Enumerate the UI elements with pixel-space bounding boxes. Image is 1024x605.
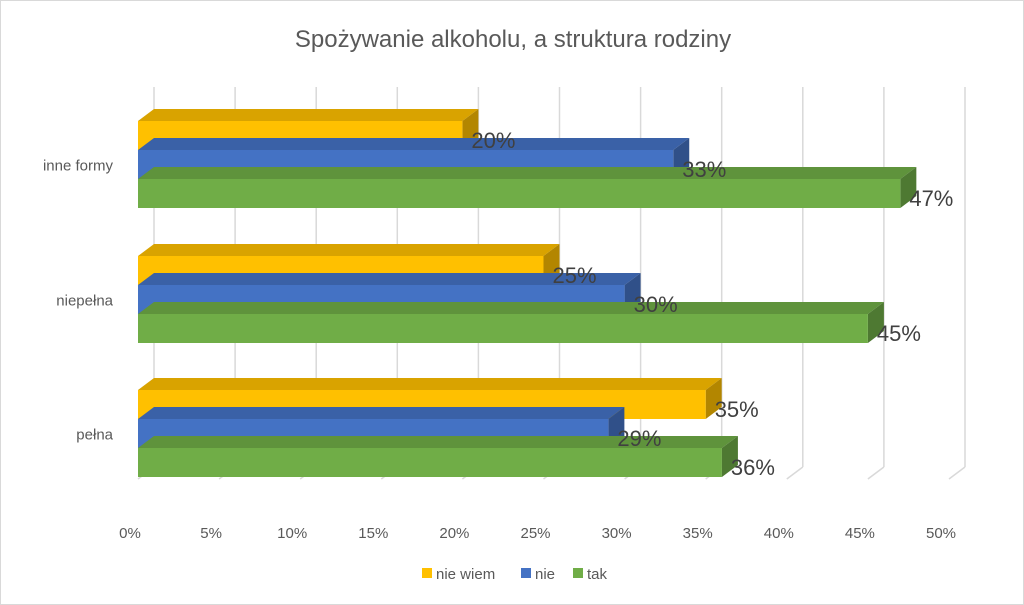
legend-label: nie wiem (436, 566, 495, 583)
legend-label: nie (535, 566, 555, 583)
bar (138, 179, 901, 208)
category-label: niepełna (56, 293, 113, 310)
legend-label: tak (587, 566, 608, 583)
legend-swatch (573, 568, 583, 578)
chart-title: Spożywanie alkoholu, a struktura rodziny (295, 26, 731, 53)
x-tick-label: 15% (358, 525, 388, 542)
x-tick-label: 20% (439, 525, 469, 542)
data-labels: 20% 33% 47% 25% 30% 45% 35% 29% 36% (471, 128, 953, 480)
bar-end-face (721, 436, 738, 477)
bar-top-face (138, 244, 560, 256)
x-tick-label: 10% (277, 525, 307, 542)
data-label: 47% (909, 186, 953, 211)
data-label: 30% (634, 292, 678, 317)
gridline-floor (786, 466, 804, 480)
x-tick-label: 40% (764, 525, 794, 542)
x-tick-label: 5% (200, 525, 222, 542)
bars (138, 109, 917, 477)
data-label: 36% (731, 455, 775, 480)
bar-end-face (900, 167, 917, 208)
legend: nie wiem nie tak (422, 566, 608, 583)
category-label: pełna (76, 427, 113, 444)
bar (138, 448, 722, 477)
bar-end-face (867, 302, 884, 343)
data-label: 33% (682, 157, 726, 182)
data-label: 20% (471, 128, 515, 153)
x-tick-label: 45% (845, 525, 875, 542)
data-label: 45% (877, 321, 921, 346)
bar-top-face (138, 407, 625, 419)
x-tick-label: 35% (683, 525, 713, 542)
bar-top-face (138, 167, 917, 179)
bar-top-face (138, 378, 722, 390)
bar-top-face (138, 138, 690, 150)
x-tick-label: 0% (119, 525, 141, 542)
data-label: 35% (715, 397, 759, 422)
bar (138, 314, 868, 343)
legend-swatch (521, 568, 531, 578)
bar-end-face (705, 378, 722, 419)
legend-swatch (422, 568, 432, 578)
gridline-floor (867, 466, 885, 480)
x-tick-label: 30% (602, 525, 632, 542)
gridline-floor (948, 466, 966, 480)
data-label: 29% (617, 426, 661, 451)
x-tick-label: 50% (926, 525, 956, 542)
data-label: 25% (553, 263, 597, 288)
bar-top-face (138, 436, 738, 448)
bar-top-face (138, 109, 479, 121)
axes: 0% 5% 10% 15% 20% 25% 30% 35% 40% 45% 50% inne form… (43, 158, 956, 543)
category-label: inne formy (43, 158, 114, 175)
bar-top-face (138, 273, 641, 285)
x-tick-label: 25% (520, 525, 550, 542)
bar-top-face (138, 302, 884, 314)
